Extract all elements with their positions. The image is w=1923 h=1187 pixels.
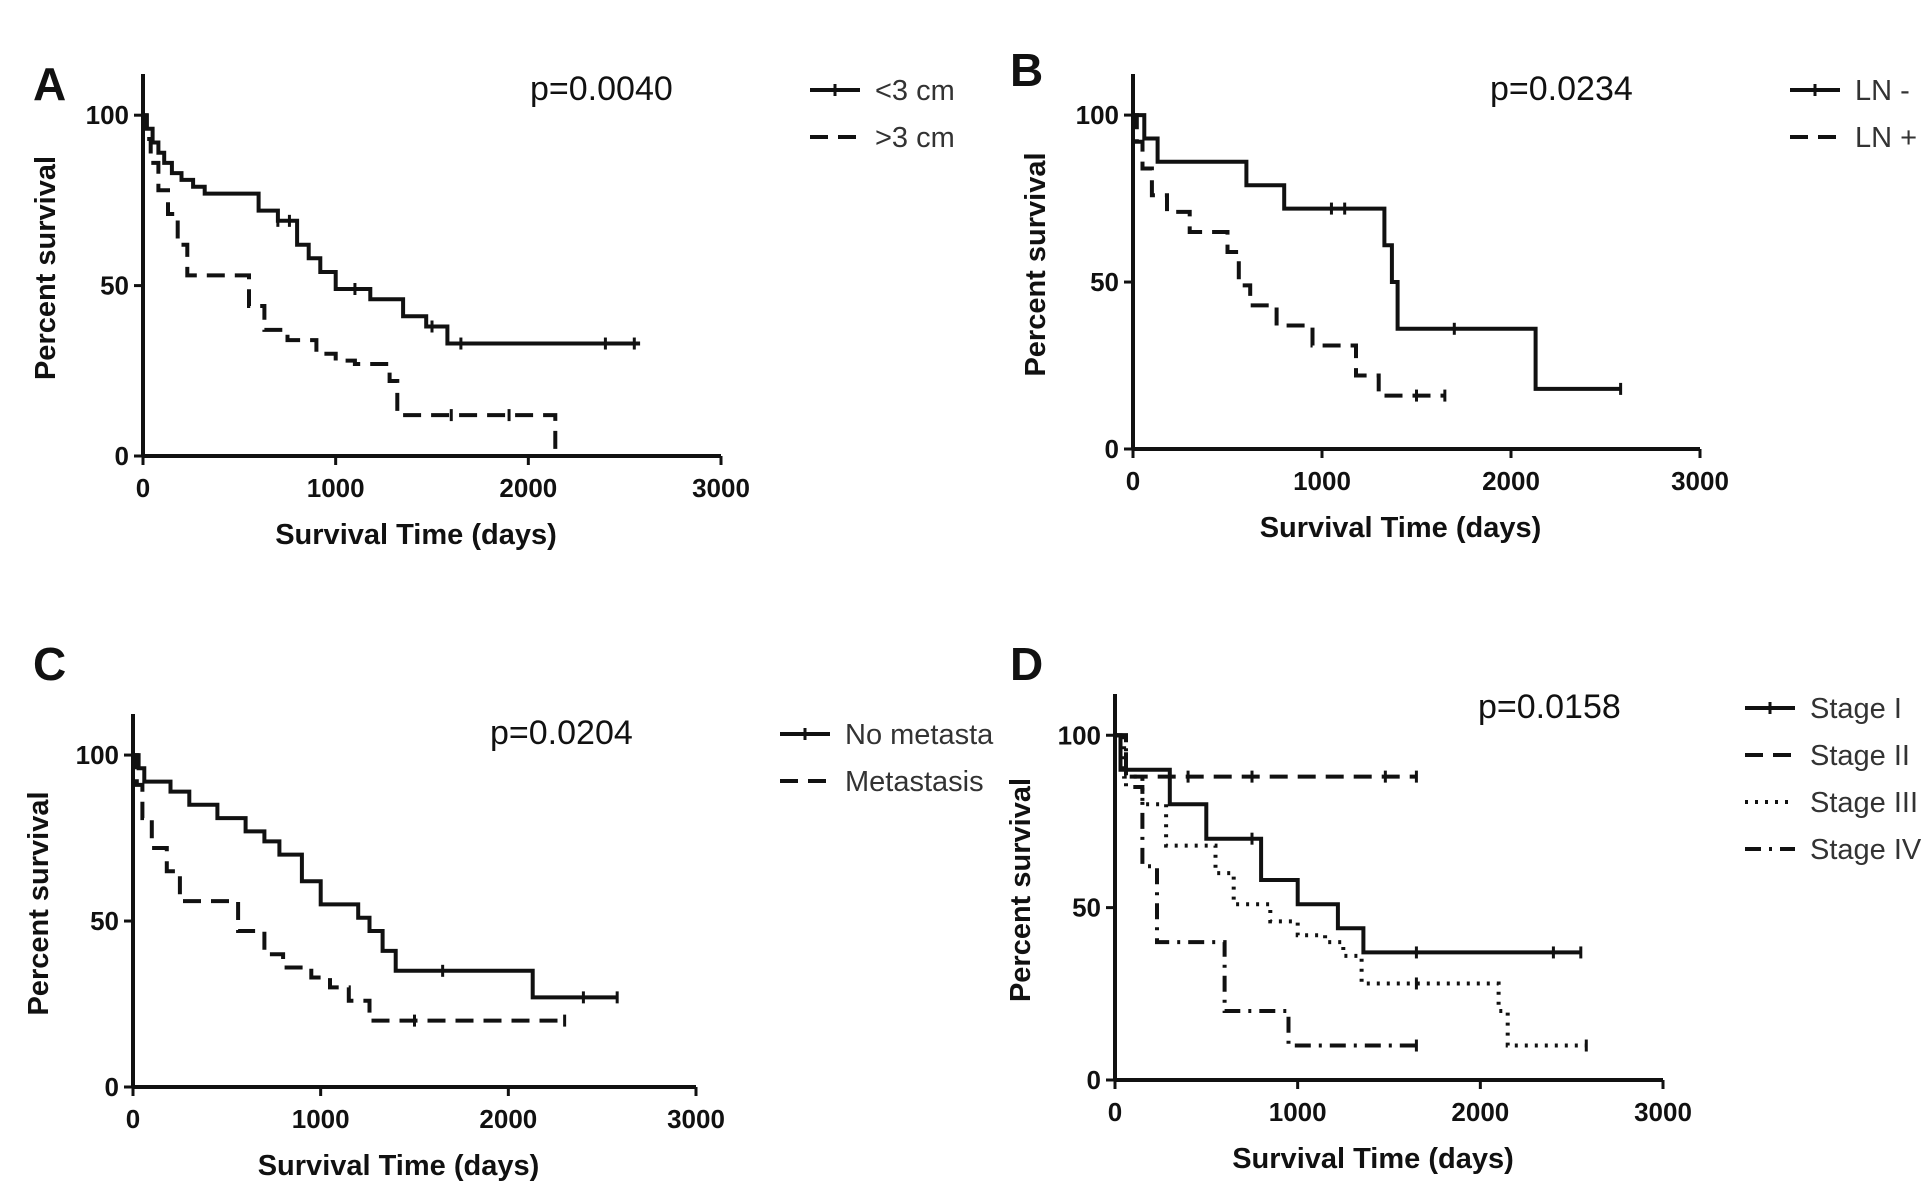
y-tick-label: 0 [105,1072,119,1102]
y-tick-label: 100 [76,740,119,770]
y-tick-label: 100 [1058,720,1101,750]
panel-letter: B [1010,44,1043,96]
panel-letter: D [1010,638,1043,690]
survival-curve [1115,733,1417,1048]
x-tick-label: 2000 [1451,1097,1509,1127]
series-metastasis [133,753,567,1027]
y-tick-label: 50 [1072,893,1101,923]
legend-label: <3 cm [875,75,955,107]
legend-entry: No metasta [780,719,994,751]
legend-label: >3 cm [875,122,955,154]
series-3-cm [143,113,558,456]
y-axis-title: Percent survival [1005,778,1037,1002]
y-tick-label: 50 [100,271,129,301]
p-value: p=0.0040 [530,70,673,108]
series-stage-ii [1115,733,1418,783]
x-tick-label: 3000 [1634,1097,1692,1127]
legend-label: Stage I [1810,693,1902,725]
y-axis-title: Percent survival [30,156,62,380]
y-tick-label: 100 [86,100,129,130]
x-tick-label: 1000 [1293,466,1351,496]
series-ln [1133,113,1447,402]
x-tick-label: 3000 [692,473,750,503]
x-axis-title: Survival Time (days) [275,519,557,551]
panel-letter: A [33,58,66,110]
legend-entry: LN + [1790,122,1917,154]
panel-letter: C [33,638,66,690]
survival-curve [143,113,641,346]
legend-entry: LN - [1790,75,1910,107]
x-tick-label: 0 [1108,1097,1122,1127]
x-tick-label: 2000 [1482,466,1540,496]
x-axis-title: Survival Time (days) [1260,512,1542,544]
p-value: p=0.0158 [1478,688,1621,726]
series-stage-iii [1115,733,1588,1052]
legend-label: LN - [1855,75,1910,107]
legend-label: Stage IV [1810,834,1922,866]
legend-entry: Stage I [1745,693,1902,725]
y-tick-label: 100 [1076,100,1119,130]
y-tick-label: 0 [115,441,129,471]
survival-curve [1115,733,1581,955]
p-value: p=0.0204 [490,714,633,752]
p-value: p=0.0234 [1490,70,1633,108]
x-tick-label: 3000 [1671,466,1729,496]
panel-b: B 0 1000 2000 3000 0 50 100 Survival Time (days)… [1010,44,1917,544]
panel-c: C 0 1000 2000 3000 0 50 100 Survival Time (days)… [23,638,994,1182]
x-tick-label: 0 [1126,466,1140,496]
legend-label: Stage II [1810,740,1910,772]
legend-label: Metastasis [845,766,984,798]
series-3-cm [143,113,641,350]
x-tick-label: 1000 [1269,1097,1327,1127]
x-axis-title: Survival Time (days) [1232,1143,1514,1175]
y-tick-label: 50 [1090,267,1119,297]
survival-curve [1133,113,1445,398]
legend-entry: >3 cm [810,122,955,154]
y-axis-title: Percent survival [23,791,55,1015]
x-tick-label: 0 [136,473,150,503]
series-no-metasta [133,753,619,1004]
survival-curve [133,753,618,1000]
survival-curve [133,753,565,1023]
legend-entry: Stage IV [1745,834,1922,866]
survival-curve [143,113,558,456]
panel-a: A 0 1000 2000 3000 0 50 100 Survival Time (days)… [30,58,955,551]
survival-curve [1115,733,1587,1048]
legend-entry: Metastasis [780,766,984,798]
legend-entry: <3 cm [810,75,955,107]
series-ln [1133,113,1623,395]
x-tick-label: 2000 [499,473,557,503]
y-tick-label: 50 [90,906,119,936]
x-tick-label: 2000 [479,1104,537,1134]
x-tick-label: 1000 [307,473,365,503]
legend-label: Stage III [1810,787,1918,819]
x-tick-label: 3000 [667,1104,725,1134]
y-tick-label: 0 [1087,1065,1101,1095]
x-tick-label: 1000 [292,1104,350,1134]
y-tick-label: 0 [1105,434,1119,464]
x-axis-title: Survival Time (days) [258,1150,540,1182]
series-stage-iv [1115,733,1418,1052]
legend-label: LN + [1855,122,1917,154]
y-axis-title: Percent survival [1020,152,1052,376]
series-stage-i [1115,733,1583,959]
legend-entry: Stage III [1745,787,1918,819]
legend-label: No metasta [845,719,994,751]
x-tick-label: 0 [126,1104,140,1134]
legend-entry: Stage II [1745,740,1910,772]
panel-d: D 0 1000 2000 3000 0 50 100 Survival Time (days)… [1005,638,1922,1175]
survival-curve [1133,113,1621,391]
